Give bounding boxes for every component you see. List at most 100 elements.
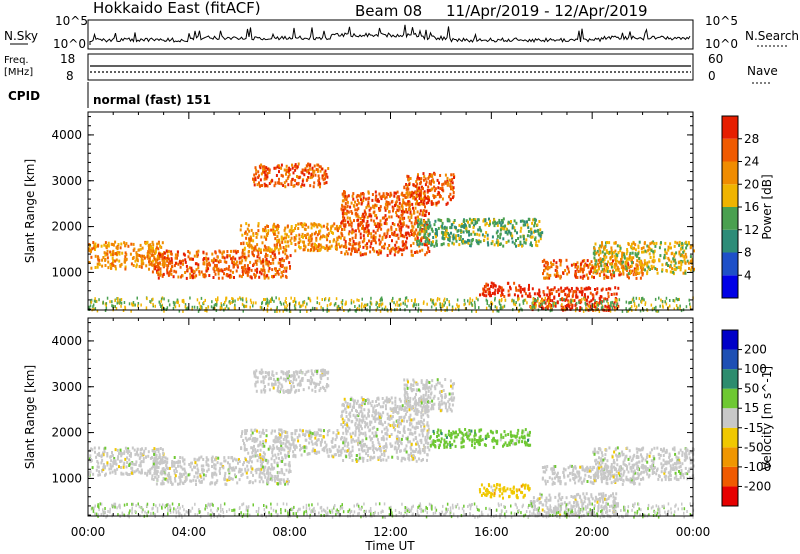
echo-cell [257,222,260,226]
echo-cell [406,236,408,240]
echo-cell [673,254,676,258]
echo-cell [172,300,175,304]
echo-cell [89,304,92,308]
echo-cell [677,306,679,310]
echo-cell [566,272,569,276]
echo-cell [420,177,423,181]
echo-cell [274,268,277,272]
echo-cell [115,462,118,466]
colorbar-swatch [722,207,738,230]
echo-cell [296,165,299,169]
echo-cell [115,307,118,310]
echo-cell [474,303,476,307]
echo-cell [402,194,405,198]
echo-cell [276,271,279,275]
echo-cell [489,306,492,310]
echo-cell [332,231,334,235]
echo-cell [368,239,370,243]
echo-cell [155,458,158,462]
echo-cell [456,229,459,233]
echo-cell [280,468,283,471]
echo-cell [470,232,473,236]
echo-cell [171,261,174,265]
echo-cell [90,255,93,259]
echo-cell [232,249,235,253]
echo-cell [689,305,692,309]
echo-cell [215,268,218,272]
echo-cell [151,474,154,478]
echo-cell [123,450,126,454]
echo-cell [354,229,357,233]
echo-cell [549,304,551,308]
echo-cell [458,236,461,240]
echo-cell [350,201,353,205]
echo-cell [607,295,610,299]
echo-cell [654,297,657,301]
echo-cell [581,290,584,294]
echo-cell [228,300,230,304]
echo-cell [128,302,131,306]
echo-cell [297,375,300,379]
echo-cell [611,251,614,255]
echo-cell [193,275,196,279]
echo-cell [342,208,345,212]
echo-cell [507,239,510,243]
echo-cell [496,309,498,313]
echo-cell [144,242,147,246]
echo-cell [680,309,683,313]
echo-cell [370,240,373,244]
echo-cell [251,245,254,249]
echo-cell [618,273,621,277]
echo-cell [507,289,510,293]
echo-cell [388,244,391,247]
echo-cell [669,265,671,269]
echo-cell [470,301,473,305]
echo-cell [455,234,457,238]
echo-cell [474,221,477,225]
echo-cell [362,245,365,249]
echo-cell [158,300,160,304]
echo-cell [152,302,154,306]
echo-cell [409,177,412,180]
echo-cell [256,437,259,441]
echo-cell [285,179,288,183]
echo-cell [693,267,695,271]
echo-cell [319,248,322,252]
echo-cell [383,216,386,220]
echo-cell [298,237,301,241]
echo-cell [372,238,375,242]
echo-cell [124,244,127,248]
echo-cell [208,261,211,265]
echo-cell [405,246,408,250]
echo-cell [361,215,364,219]
echo-cell [550,304,553,307]
echo-cell [587,276,589,280]
echo-cell [301,183,304,187]
echo-cell [311,245,314,249]
echo-cell [165,466,168,470]
echo-cell [224,300,226,304]
echo-cell [182,459,185,463]
echo-cell [282,270,285,273]
echo-cell [455,226,457,230]
echo-cell [630,300,633,304]
echo-cell [667,264,669,267]
echo-cell [303,301,306,305]
echo-cell [418,244,421,248]
echo-cell [152,243,155,247]
echo-cell [256,255,259,259]
echo-cell [146,473,149,477]
echo-cell [355,242,358,246]
echo-cell [653,242,656,246]
echo-cell [598,301,601,304]
echo-cell [140,452,143,456]
echo-cell [268,301,270,305]
echo-cell [111,253,114,257]
echo-cell [509,287,512,291]
echo-cell [524,241,527,245]
echo-cell [380,297,382,301]
echo-cell [265,224,268,228]
echo-cell [229,254,231,258]
echo-cell [641,297,643,301]
echo-cell [242,439,245,442]
